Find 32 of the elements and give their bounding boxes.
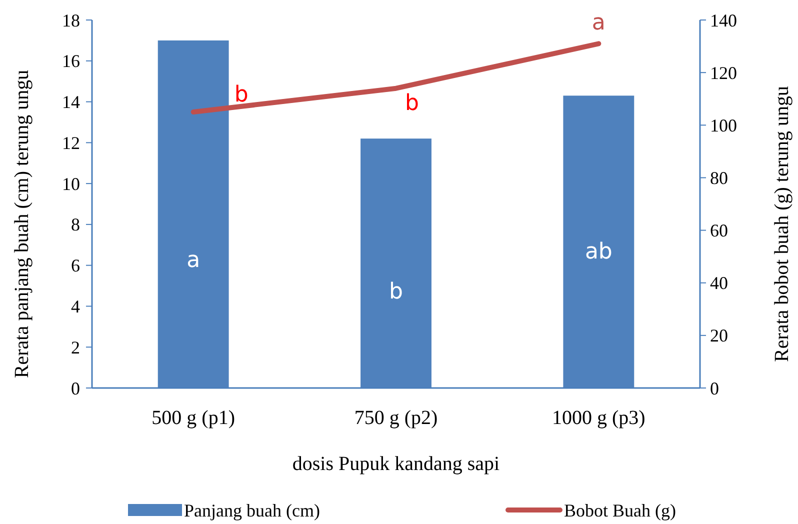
- legend-label: Panjang buah (cm): [184, 500, 320, 520]
- y-tick-label: 6: [71, 256, 80, 276]
- y-tick-label: 4: [71, 296, 80, 317]
- annotation: a: [592, 10, 606, 36]
- y2-tick-label: 0: [710, 378, 719, 398]
- y-tick-label: 16: [62, 51, 80, 72]
- y-tick-label: 0: [71, 378, 80, 398]
- legend-label: Bobot Buah (g): [564, 500, 676, 520]
- y-tick-label: 14: [62, 92, 80, 112]
- y-axis-title: Rerata panjang buah (cm) terung ungu: [11, 70, 33, 378]
- x-tick-label: 750 g (p2): [354, 407, 438, 429]
- y2-tick-label: 20: [710, 326, 728, 346]
- y-tick-label: 12: [62, 132, 80, 153]
- x-axis-title: dosis Pupuk kandang sapi: [292, 453, 500, 475]
- y2-tick-label: 140: [710, 10, 737, 30]
- y-tick-label: 10: [62, 174, 80, 194]
- y2-tick-label: 100: [710, 115, 737, 136]
- y-tick-label: 2: [71, 337, 80, 358]
- annotation: ab: [584, 239, 612, 264]
- y2-axis-title: Rerata bobot buah (g) terung ungu: [771, 86, 793, 362]
- x-tick-label: 500 g (p1): [152, 407, 235, 429]
- y2-tick-label: 40: [710, 273, 728, 294]
- annotation: a: [186, 248, 200, 274]
- y2-tick-label: 80: [710, 168, 728, 188]
- y-tick-label: 18: [62, 10, 80, 30]
- annotation: b: [405, 91, 419, 116]
- annotation: b: [389, 279, 403, 304]
- x-tick-label: 1000 g (p3): [552, 407, 646, 429]
- y2-tick-label: 120: [710, 62, 737, 83]
- y2-tick-label: 60: [710, 220, 728, 241]
- y-tick-label: 8: [71, 214, 80, 235]
- annotation: b: [234, 82, 248, 108]
